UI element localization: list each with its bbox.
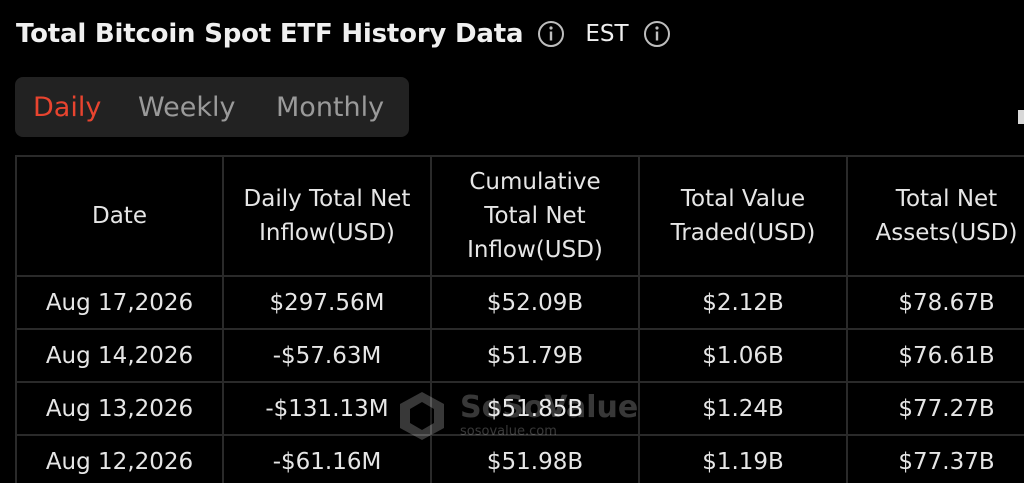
column-header-cumulative: Cumulative Total Net Inflow(USD) <box>430 155 640 277</box>
timezone-label: EST <box>585 21 629 47</box>
tab-monthly[interactable]: Monthly <box>276 91 385 123</box>
cell-daily-inflow: $297.56M <box>222 275 432 330</box>
cell-assets: $76.61B <box>846 328 1024 383</box>
cell-daily-inflow: -$61.16M <box>222 434 432 483</box>
column-header-date: Date <box>15 155 224 277</box>
table-row: Aug 13,2026 -$131.13M $51.85B $1.24B $77… <box>15 381 1024 436</box>
column-header-traded: Total Value Traded(USD) <box>638 155 848 277</box>
column-header-assets-text: Total Net Assets(USD) <box>875 186 1018 246</box>
cell-daily-inflow: -$57.63M <box>222 328 432 383</box>
etf-history-table: Date Daily Total Net Inflow(USD) Cumulat… <box>15 155 1024 483</box>
table-row: Aug 14,2026 -$57.63M $51.79B $1.06B $76.… <box>15 328 1024 383</box>
cell-daily-inflow: -$131.13M <box>222 381 432 436</box>
timezone-info-icon[interactable] <box>643 20 671 48</box>
cell-traded: $1.24B <box>638 381 848 436</box>
table-row: Aug 17,2026 $297.56M $52.09B $2.12B $78.… <box>15 275 1024 330</box>
column-header-assets: Total Net Assets(USD) <box>846 155 1024 277</box>
column-header-daily-inflow: Daily Total Net Inflow(USD) <box>222 155 432 277</box>
table-header-row: Date Daily Total Net Inflow(USD) Cumulat… <box>15 155 1024 277</box>
cell-date: Aug 14,2026 <box>15 328 224 383</box>
cell-assets: $78.67B <box>846 275 1024 330</box>
table-row: Aug 12,2026 -$61.16M $51.98B $1.19B $77.… <box>15 434 1024 483</box>
cell-assets: $77.37B <box>846 434 1024 483</box>
column-header-daily-inflow-text: Daily Total Net Inflow(USD) <box>243 186 411 246</box>
cell-traded: $1.19B <box>638 434 848 483</box>
title-info-icon[interactable] <box>537 20 565 48</box>
cell-cumulative: $52.09B <box>430 275 640 330</box>
cell-assets: $77.27B <box>846 381 1024 436</box>
cell-cumulative: $51.85B <box>430 381 640 436</box>
cell-date: Aug 17,2026 <box>15 275 224 330</box>
cell-cumulative: $51.79B <box>430 328 640 383</box>
column-header-traded-text: Total Value Traded(USD) <box>670 186 816 246</box>
page-title: Total Bitcoin Spot ETF History Data <box>16 19 524 49</box>
cell-date: Aug 12,2026 <box>15 434 224 483</box>
header: Total Bitcoin Spot ETF History Data EST <box>16 14 671 54</box>
period-tabs: Daily Weekly Monthly <box>15 77 409 137</box>
cell-traded: $2.12B <box>638 275 848 330</box>
tab-weekly[interactable]: Weekly <box>138 91 236 123</box>
tab-daily[interactable]: Daily <box>33 91 102 123</box>
scroll-indicator[interactable] <box>1018 110 1024 124</box>
column-header-cumulative-text: Cumulative Total Net Inflow(USD) <box>467 169 603 263</box>
cell-cumulative: $51.98B <box>430 434 640 483</box>
cell-traded: $1.06B <box>638 328 848 383</box>
cell-date: Aug 13,2026 <box>15 381 224 436</box>
